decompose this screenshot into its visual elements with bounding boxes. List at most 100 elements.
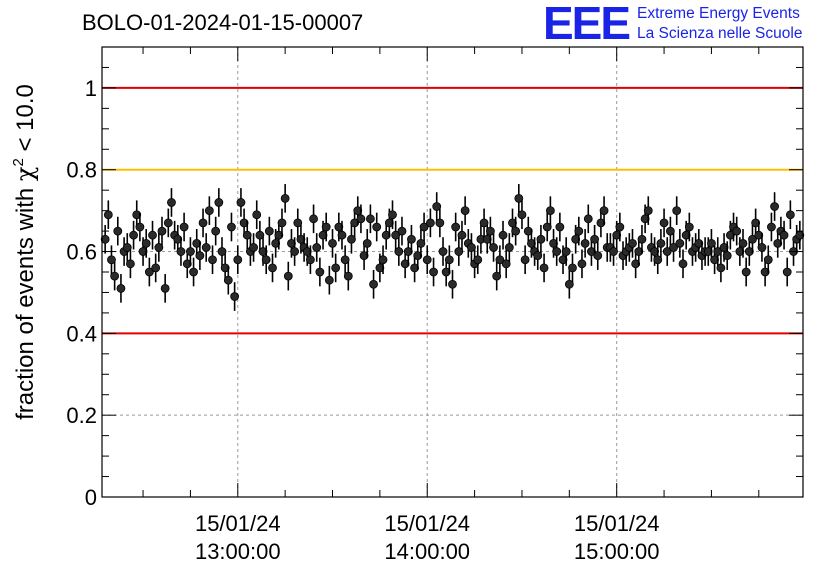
data-points <box>100 184 805 311</box>
data-point <box>561 237 571 266</box>
data-point <box>448 269 457 299</box>
x-tick-label-date: 15/01/24 <box>195 511 281 536</box>
data-point <box>353 196 363 225</box>
y-tick-label: 1 <box>85 76 97 101</box>
data-point <box>457 220 467 250</box>
marker <box>678 259 688 269</box>
data-point <box>782 257 792 287</box>
y-tick-label: 0.8 <box>66 158 97 183</box>
data-point <box>539 253 549 283</box>
marker <box>309 214 318 224</box>
marker <box>495 255 505 265</box>
marker <box>514 193 524 203</box>
data-point <box>555 212 565 242</box>
data-point <box>347 224 356 254</box>
marker <box>135 222 145 232</box>
marker <box>425 218 435 228</box>
y-tick-label: 0 <box>85 485 97 510</box>
marker <box>384 218 394 228</box>
data-point <box>306 245 315 275</box>
data-point <box>485 216 495 246</box>
data-point <box>264 216 274 246</box>
y-axis-label-symbol: χ <box>11 166 39 181</box>
marker <box>735 247 745 256</box>
data-point <box>290 237 300 266</box>
marker <box>738 238 748 248</box>
data-point <box>432 192 442 221</box>
marker <box>255 230 265 240</box>
marker <box>233 255 243 265</box>
marker <box>508 218 517 228</box>
data-point <box>536 224 546 254</box>
marker <box>151 263 161 273</box>
marker <box>347 234 356 244</box>
data-point <box>252 200 262 230</box>
data-point <box>665 216 675 246</box>
data-point <box>100 224 110 254</box>
marker <box>628 238 637 248</box>
axis-ticks: 0 0.2 0.4 0.6 0.8 1 15/01/24 13:00:00 15/01/24 14… <box>66 47 803 564</box>
data-point <box>328 229 337 258</box>
data-point <box>574 216 584 246</box>
marker <box>545 206 555 216</box>
y-tick-label: 0.6 <box>66 240 97 265</box>
marker <box>315 267 325 277</box>
marker <box>599 206 609 216</box>
marker <box>324 275 334 285</box>
marker <box>122 243 132 252</box>
marker <box>100 234 110 244</box>
data-point <box>378 245 388 275</box>
marker <box>587 247 596 256</box>
y-axis-label: fraction of events with χ2 < 10.0 <box>10 84 39 420</box>
marker <box>725 230 735 240</box>
marker <box>290 247 300 256</box>
data-point <box>501 249 511 279</box>
data-point <box>324 265 334 295</box>
marker <box>773 238 783 248</box>
data-point <box>615 212 625 242</box>
data-point <box>713 237 723 266</box>
marker <box>179 222 189 232</box>
marker <box>533 251 543 261</box>
data-point <box>340 245 350 275</box>
marker <box>167 198 176 207</box>
marker <box>467 243 476 252</box>
data-point <box>659 208 669 238</box>
marker <box>331 263 341 273</box>
data-point <box>643 196 653 225</box>
marker <box>283 271 293 281</box>
marker <box>568 263 577 273</box>
data-point <box>763 245 773 275</box>
data-point <box>163 208 173 238</box>
marker <box>343 271 353 281</box>
marker <box>432 202 442 211</box>
marker <box>220 263 230 273</box>
marker <box>504 243 514 252</box>
data-point <box>779 220 789 250</box>
marker <box>173 234 183 244</box>
marker <box>154 243 164 252</box>
marker <box>703 247 713 256</box>
marker <box>192 238 202 248</box>
marker <box>634 247 644 256</box>
data-point <box>157 216 167 246</box>
marker <box>710 255 719 265</box>
marker <box>214 198 224 207</box>
marker <box>656 238 666 248</box>
marker <box>435 218 445 228</box>
marker <box>217 247 227 256</box>
data-point <box>577 249 587 279</box>
marker <box>637 234 647 244</box>
data-point <box>214 188 224 217</box>
data-point <box>236 188 246 217</box>
data-point <box>116 274 126 303</box>
marker <box>527 238 536 248</box>
marker <box>719 243 729 252</box>
marker <box>264 226 274 236</box>
data-point <box>223 265 233 295</box>
marker <box>684 222 694 232</box>
marker <box>189 267 198 277</box>
marker <box>517 210 527 220</box>
marker <box>770 202 779 211</box>
marker <box>767 222 776 232</box>
